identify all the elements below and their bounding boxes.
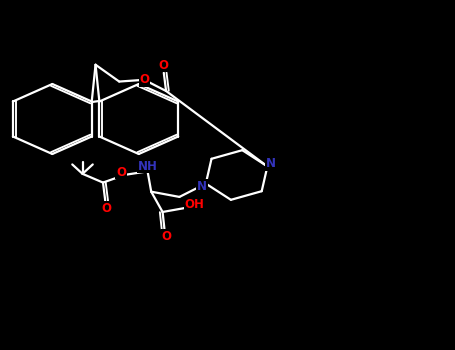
Text: O: O [162, 230, 172, 243]
Text: NH: NH [138, 160, 157, 173]
Text: O: O [159, 58, 169, 72]
Text: O: O [101, 202, 111, 215]
Text: OH: OH [185, 198, 204, 211]
Text: N: N [266, 157, 276, 170]
Text: N: N [197, 180, 207, 193]
Text: O: O [116, 166, 126, 178]
Text: O: O [139, 73, 149, 86]
